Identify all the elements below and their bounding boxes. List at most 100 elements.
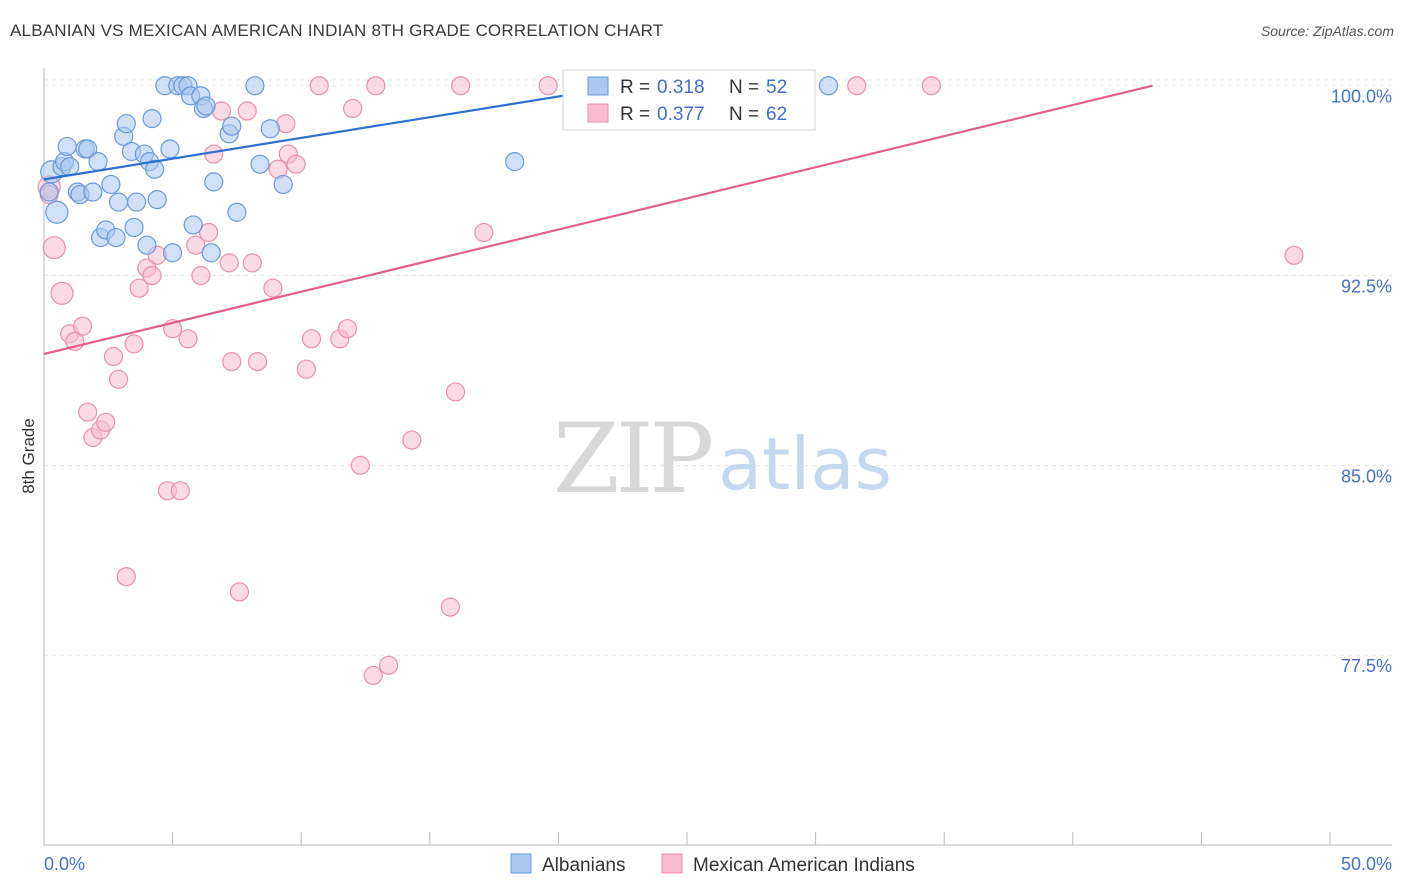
albanians-trend-line bbox=[43, 84, 626, 181]
mexican-american-indian-point bbox=[309, 76, 329, 96]
mexican-american-indian-point bbox=[286, 154, 306, 174]
mexican-american-indian-point bbox=[72, 316, 93, 336]
legend-swatch-albanians bbox=[587, 76, 609, 96]
mexican-american-indian-point bbox=[170, 481, 190, 501]
mexican-american-indian-point bbox=[263, 278, 283, 298]
mexican-american-indian-point bbox=[402, 430, 422, 450]
mexican-american-indian-point bbox=[237, 101, 257, 121]
mexican-american-indian-point bbox=[222, 351, 242, 372]
mexican-american-indian-point bbox=[219, 253, 239, 273]
legend-n-value: 52 bbox=[766, 77, 787, 98]
albanian-point bbox=[163, 243, 183, 263]
x-tick-label-max: 50.0% bbox=[1341, 854, 1392, 874]
albanian-point bbox=[78, 139, 98, 159]
mexican-american-indian-point bbox=[921, 76, 941, 96]
mexican-american-indian-point bbox=[296, 359, 316, 379]
albanian-point bbox=[160, 139, 180, 159]
albanian-point bbox=[45, 200, 69, 224]
mexican-american-indian-point bbox=[337, 319, 358, 339]
mexican-american-indian-point bbox=[343, 98, 363, 119]
mexican-american-indian-point bbox=[108, 369, 129, 389]
legend-r-value: 0.318 bbox=[657, 77, 705, 98]
albanian-point bbox=[83, 182, 103, 202]
albanian-point bbox=[108, 192, 129, 212]
albanian-point bbox=[818, 76, 839, 96]
bottom-legend: Albanians Mexican American Indians bbox=[510, 853, 915, 876]
albanian-point bbox=[137, 235, 157, 255]
watermark-atlas: atlas bbox=[718, 422, 892, 506]
mexican-american-indian-point bbox=[42, 236, 66, 260]
legend-n-value: 62 bbox=[766, 104, 787, 125]
legend-r-label: R = bbox=[620, 104, 650, 125]
albanian-point bbox=[196, 96, 216, 116]
albanian-point bbox=[273, 174, 293, 195]
albanian-point bbox=[124, 217, 144, 238]
mexican-american-indian-point bbox=[103, 346, 124, 367]
albanian-point bbox=[142, 109, 162, 129]
chart-title: ALBANIAN VS MEXICAN AMERICAN INDIAN 8TH … bbox=[10, 21, 664, 40]
albanian-point bbox=[147, 190, 167, 210]
y-tick-label: 85.0% bbox=[1341, 466, 1392, 486]
mexican-american-indian-point bbox=[242, 253, 262, 273]
albanian-point bbox=[245, 76, 265, 96]
y-axis-title: 8th Grade bbox=[19, 418, 38, 494]
mexican-american-indian-point bbox=[96, 412, 116, 432]
mexican-american-indian-point bbox=[538, 76, 558, 96]
mexican-american-indian-point bbox=[191, 265, 211, 286]
trend-lines bbox=[43, 84, 1153, 356]
gridlines bbox=[44, 79, 1392, 656]
bottom-legend-swatch-albanians bbox=[510, 853, 532, 874]
bottom-legend-label-mexican-american-indians: Mexican American Indians bbox=[693, 855, 915, 876]
albanian-point bbox=[260, 119, 280, 139]
mexican-american-indians-trend-line bbox=[43, 84, 1153, 356]
x-tick-label-min: 0.0% bbox=[44, 854, 85, 874]
mexican-american-indian-point bbox=[451, 76, 471, 96]
y-tick-label: 77.5% bbox=[1341, 656, 1392, 676]
legend-swatch-mexican-american-indians bbox=[587, 103, 609, 123]
albanian-point bbox=[106, 227, 126, 248]
albanian-point bbox=[144, 159, 165, 179]
legend-n-label: N = bbox=[729, 77, 759, 98]
bottom-legend-label-albanians: Albanians bbox=[542, 855, 625, 876]
mexican-american-indian-point bbox=[366, 76, 386, 96]
mexican-american-indian-point bbox=[379, 655, 399, 675]
mexican-american-indian-point bbox=[142, 265, 162, 286]
mexican-american-indian-point bbox=[186, 235, 206, 255]
albanian-point bbox=[222, 116, 242, 136]
albanian-point bbox=[201, 243, 221, 263]
source-label: Source: ZipAtlas.com bbox=[1260, 23, 1394, 39]
legend-box: R = 0.318 N = 52 R = 0.377 N = 62 bbox=[562, 69, 816, 131]
albanian-point bbox=[183, 215, 203, 235]
mexican-american-indian-point bbox=[199, 222, 219, 243]
mexican-american-indian-point bbox=[229, 582, 250, 602]
bottom-legend-swatch-mexican-american-indians bbox=[661, 853, 683, 874]
mexican-american-indian-point bbox=[1284, 245, 1304, 265]
albanian-point bbox=[505, 152, 525, 172]
legend-r-label: R = bbox=[620, 77, 650, 98]
mexican-american-indian-point bbox=[50, 281, 74, 305]
albanian-point bbox=[101, 174, 121, 195]
mexican-american-indian-point bbox=[78, 402, 98, 422]
series-mexican-american-indians bbox=[37, 76, 1304, 686]
y-tick-label: 92.5% bbox=[1341, 277, 1392, 297]
albanian-point bbox=[250, 154, 270, 174]
mexican-american-indian-point bbox=[363, 665, 383, 686]
watermark-zip: ZIP bbox=[553, 403, 712, 515]
albanian-point bbox=[227, 202, 247, 222]
mexican-american-indian-point bbox=[178, 329, 198, 349]
albanian-point bbox=[57, 136, 77, 157]
mexican-american-indian-point bbox=[247, 351, 268, 372]
mexican-american-indian-point bbox=[350, 455, 370, 475]
legend-n-label: N = bbox=[729, 104, 759, 125]
mexican-american-indian-point bbox=[116, 567, 136, 587]
albanian-point bbox=[60, 157, 80, 177]
albanian-point bbox=[126, 192, 147, 212]
y-tick-label: 100.0% bbox=[1331, 87, 1392, 107]
mexican-american-indian-point bbox=[474, 222, 494, 243]
albanian-point bbox=[204, 172, 224, 192]
legend-r-value: 0.377 bbox=[657, 104, 705, 125]
albanian-point bbox=[88, 152, 108, 172]
mexican-american-indian-point bbox=[445, 382, 466, 402]
albanian-point bbox=[39, 182, 59, 202]
